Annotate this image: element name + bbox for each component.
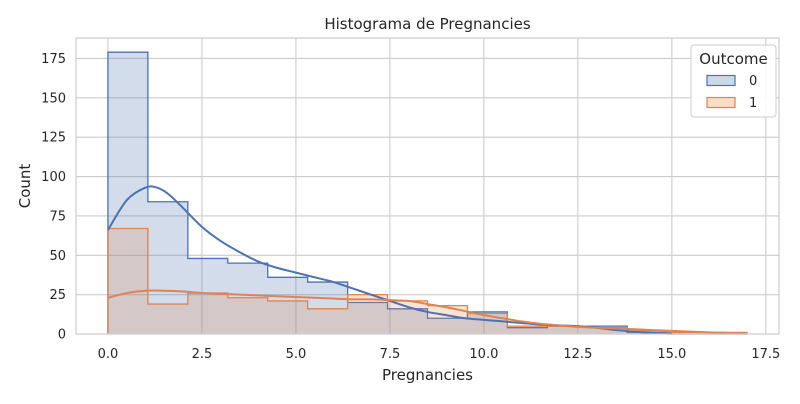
histogram-fill-0 [107, 52, 748, 334]
histogram-series-0 [107, 51, 748, 335]
bar-1-2 [188, 293, 228, 334]
y-tick-label: 0 [58, 328, 66, 343]
x-tick-label: 12.5 [563, 347, 592, 362]
legend-swatch-1 [706, 96, 736, 109]
plot-frame [75, 37, 780, 335]
legend-label-1: 1 [749, 96, 757, 111]
x-tick-labels: 0.0 2.5 5.0 7.5 10.0 12.5 15.0 17.5 [98, 347, 781, 362]
y-axis-title: Count [16, 164, 34, 209]
x-tick-label: 0.0 [98, 347, 119, 362]
x-tick-label: 5.0 [286, 347, 307, 362]
bar-1-3 [228, 298, 268, 334]
legend-title: Outcome [699, 50, 767, 68]
x-tick-label: 15.0 [657, 347, 686, 362]
legend-label-0: 0 [749, 74, 757, 89]
y-tick-label: 125 [41, 131, 66, 146]
bar-1-5 [308, 309, 348, 334]
y-tick-label: 150 [41, 91, 66, 106]
grid-layer [76, 38, 779, 335]
y-tick-labels: 0 25 50 75 100 125 150 175 [41, 52, 66, 343]
kde-layer [107, 185, 748, 335]
x-tick-label: 10.0 [469, 347, 498, 362]
chart-title: Histograma de Pregnancies [324, 15, 531, 33]
y-tick-label: 25 [49, 288, 66, 303]
x-tick-label: 7.5 [380, 347, 401, 362]
x-tick-label: 17.5 [751, 347, 780, 362]
x-axis-title: Pregnancies [382, 366, 473, 384]
y-tick-label: 75 [49, 209, 66, 224]
bar-1-0 [108, 229, 148, 334]
y-tick-label: 50 [49, 249, 66, 264]
y-tick-label: 175 [41, 52, 66, 67]
legend: Outcome 0 1 [690, 44, 777, 118]
x-tick-label: 2.5 [192, 347, 213, 362]
histogram-layer [107, 51, 748, 335]
legend-swatch-0 [706, 74, 736, 87]
y-tick-label: 100 [41, 170, 66, 185]
histogram-outline-0 [107, 51, 748, 335]
bar-1-4 [268, 301, 308, 334]
kde-line-1 [107, 289, 748, 335]
bar-1-10 [507, 326, 547, 334]
bar-1-1 [148, 304, 188, 334]
histogram-fill-1 [107, 228, 748, 334]
